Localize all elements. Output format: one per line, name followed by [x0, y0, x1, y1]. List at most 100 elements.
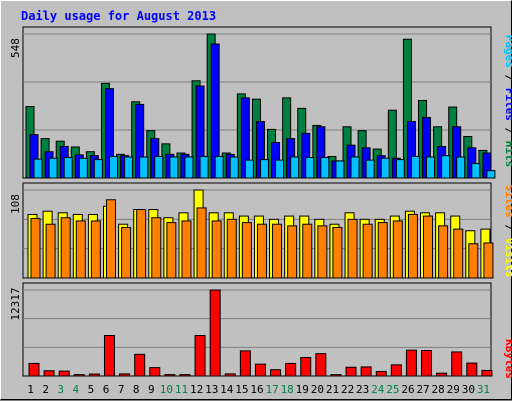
bar-pages-day-22: [350, 156, 360, 179]
y-max-label: 12317: [9, 287, 22, 320]
bar-kbytes-day-28: [436, 372, 448, 377]
bar-sites-day-7: [121, 226, 132, 279]
legend-separator-3: /: [503, 224, 512, 231]
bar-kbytes-day-10: [164, 374, 176, 377]
legend-separator-2: /: [503, 128, 512, 135]
bar-pages-day-16: [259, 159, 269, 179]
x-tick-label-4: 4: [73, 383, 80, 396]
bar-sites-day-17: [272, 223, 283, 279]
bar-sites-day-23: [362, 223, 373, 279]
y-max-label: 108: [9, 194, 22, 214]
bar-pages-day-31: [486, 170, 496, 179]
bar-sites-day-30: [468, 243, 479, 279]
x-tick-label-9: 9: [148, 383, 155, 396]
legend-visits: Visits: [503, 238, 512, 278]
x-tick-label-31: 31: [477, 383, 490, 396]
bar-kbytes-day-20: [315, 353, 327, 377]
bar-sites-day-4: [75, 220, 86, 279]
bar-kbytes-day-30: [466, 362, 478, 377]
bar-pages-day-9: [154, 155, 164, 179]
x-tick-label-26: 26: [401, 383, 414, 396]
x-tick-label-30: 30: [462, 383, 475, 396]
x-tick-label-6: 6: [103, 383, 110, 396]
bar-kbytes-day-14: [224, 373, 236, 377]
bar-kbytes-day-16: [254, 363, 266, 377]
bar-pages-day-11: [184, 156, 194, 179]
x-tick-label-13: 13: [205, 383, 218, 396]
legend-sites: Sites: [503, 185, 512, 218]
legend-kbytes: KBytes: [503, 339, 512, 379]
bar-pages-day-29: [456, 156, 466, 179]
y-max-label: 548: [9, 38, 22, 58]
panel-hits-files-pages: 548: [9, 26, 496, 179]
x-tick-label-11: 11: [175, 383, 188, 396]
bar-sites-day-18: [287, 225, 298, 279]
series-sites: [30, 199, 494, 279]
legend-bottom: KBytes: [503, 339, 512, 379]
bar-sites-day-26: [407, 213, 418, 279]
bar-kbytes-day-6: [103, 335, 115, 377]
bar-pages-day-17: [275, 159, 285, 179]
legend-files: Files: [503, 88, 512, 121]
bar-sites-day-28: [438, 225, 449, 279]
bar-sites-day-9: [151, 217, 162, 279]
bar-pages-day-5: [93, 159, 103, 179]
bar-pages-day-4: [78, 157, 88, 179]
bar-pages-day-12: [199, 155, 209, 179]
x-tick-label-16: 16: [250, 383, 263, 396]
x-tick-label-14: 14: [220, 383, 234, 396]
bar-kbytes-day-9: [149, 367, 161, 377]
x-tick-label-3: 3: [57, 383, 64, 396]
bar-kbytes-day-11: [179, 374, 191, 377]
bar-kbytes-day-3: [58, 370, 70, 377]
bar-pages-day-27: [426, 156, 436, 179]
panel-background: [22, 282, 492, 377]
x-tick-label-19: 19: [296, 383, 309, 396]
bar-pages-day-21: [335, 160, 345, 179]
bar-sites-day-6: [105, 199, 116, 279]
series-pages: [33, 155, 496, 179]
bar-sites-day-22: [347, 218, 358, 279]
bar-pages-day-26: [410, 155, 420, 179]
bar-kbytes-day-17: [270, 369, 282, 377]
x-tick-label-23: 23: [356, 383, 369, 396]
x-tick-label-12: 12: [190, 383, 203, 396]
legend-separator-1: /: [503, 75, 512, 82]
x-tick-label-27: 27: [416, 383, 429, 396]
x-tick-label-18: 18: [281, 383, 294, 396]
x-tick-label-21: 21: [326, 383, 339, 396]
bar-pages-day-20: [320, 157, 330, 179]
bar-kbytes-day-29: [451, 351, 463, 377]
bar-pages-day-24: [380, 157, 390, 179]
bar-kbytes-day-23: [360, 366, 372, 377]
bar-sites-day-13: [211, 220, 222, 279]
bar-kbytes-day-12: [194, 335, 206, 377]
x-tick-label-2: 2: [42, 383, 49, 396]
x-tick-label-22: 22: [341, 383, 354, 396]
bar-kbytes-day-7: [119, 373, 131, 377]
bar-kbytes-day-8: [134, 353, 146, 377]
bar-sites-day-3: [60, 217, 71, 279]
x-tick-label-20: 20: [311, 383, 324, 396]
bar-sites-day-27: [423, 215, 434, 279]
bar-kbytes-day-1: [28, 362, 40, 377]
bar-pages-day-14: [229, 156, 239, 179]
bar-kbytes-day-15: [239, 350, 251, 377]
bar-kbytes-day-2: [43, 370, 55, 377]
x-tick-label-25: 25: [386, 383, 399, 396]
bar-pages-day-23: [365, 159, 375, 179]
legend-top: Pages / Files / Hits: [503, 35, 512, 168]
chart-title: Daily usage for August 2013: [21, 9, 216, 23]
bar-sites-day-21: [332, 226, 343, 279]
bar-sites-day-1: [30, 218, 41, 279]
bar-sites-day-5: [90, 220, 101, 279]
bar-pages-day-28: [441, 155, 451, 179]
bar-kbytes-day-5: [88, 373, 100, 377]
legend-hits: Hits: [503, 141, 512, 168]
x-tick-label-8: 8: [133, 383, 140, 396]
bar-kbytes-day-26: [405, 349, 417, 377]
bar-sites-day-25: [392, 220, 403, 279]
bar-sites-day-11: [181, 220, 192, 279]
bar-pages-day-30: [471, 163, 481, 179]
